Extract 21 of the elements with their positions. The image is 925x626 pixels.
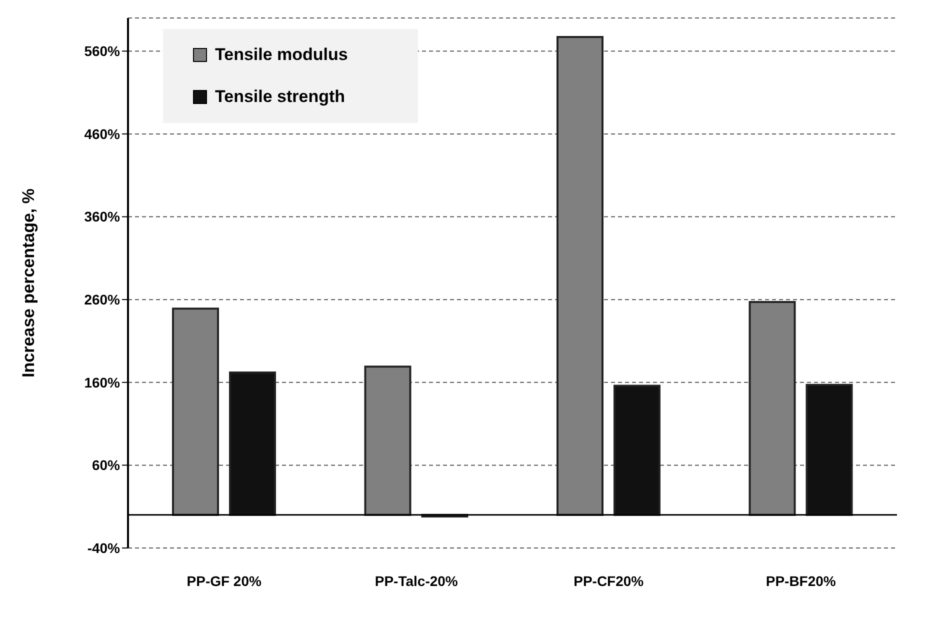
y-tick-label: 160% xyxy=(84,374,121,390)
x-tick-label: PP-GF 20% xyxy=(186,572,262,589)
bar xyxy=(556,36,604,516)
legend-label: Tensile strength xyxy=(215,87,346,107)
x-tick-label: PP-BF20% xyxy=(766,572,836,589)
bar xyxy=(806,384,853,516)
y-tick-label: 260% xyxy=(84,292,121,308)
y-tick-label: 360% xyxy=(84,208,121,225)
legend-label: Tensile modulus xyxy=(215,45,348,65)
bar xyxy=(229,371,276,516)
bar xyxy=(364,366,412,516)
x-tick-label: PP-CF20% xyxy=(574,572,644,589)
y-axis-title: Increase percentage, % xyxy=(19,188,38,378)
bar xyxy=(172,308,219,516)
bar xyxy=(614,384,660,516)
y-tick-label: -40% xyxy=(87,540,121,556)
y-tick-label: 60% xyxy=(92,457,121,474)
y-tick-label: 560% xyxy=(84,43,121,60)
x-tick-label: PP-Talc-20% xyxy=(374,572,458,589)
bar xyxy=(748,301,796,516)
y-tick-label: 460% xyxy=(84,126,121,142)
